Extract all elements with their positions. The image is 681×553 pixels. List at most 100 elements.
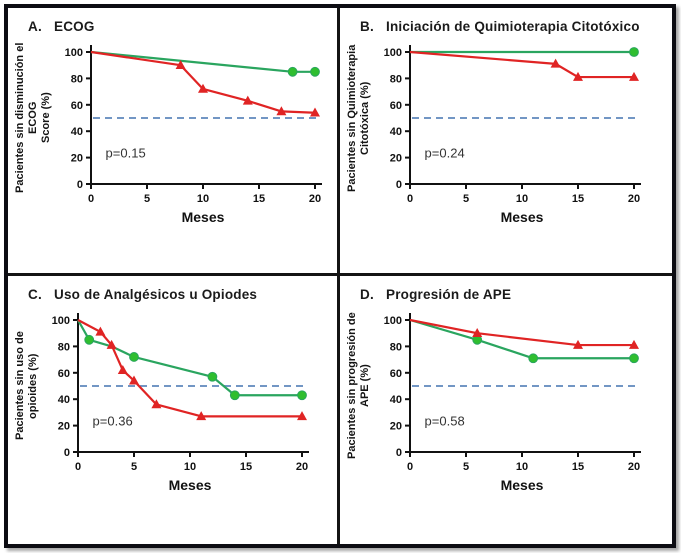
y-tick-label: 40 <box>390 126 402 138</box>
data-point-triangle <box>95 326 106 336</box>
y-tick-label: 0 <box>396 447 402 459</box>
panel-c-body: Pacientes sin uso de opioides (%) 0 20 40 6… <box>8 306 337 504</box>
y-tick-label: 80 <box>58 341 70 353</box>
panel-b-title-text: Iniciación de Quimioterapia Citotóxico <box>386 19 640 34</box>
panel-a-y-axis-label-line1: Pacientes sin disminución el ECOG <box>14 42 39 194</box>
y-tick-label: 60 <box>390 368 402 380</box>
y-tick-label: 40 <box>71 126 83 138</box>
data-point-circle <box>129 352 139 362</box>
y-tick-label: 20 <box>58 421 70 433</box>
y-tick-label: 100 <box>52 315 70 327</box>
x-tick-label: 0 <box>88 193 94 205</box>
panel-c-opioides: C. Uso de Analgésicos u Opiodes Pacientes… <box>8 276 340 544</box>
data-point-triangle <box>297 411 307 421</box>
x-tick-label: 10 <box>516 193 528 205</box>
y-tick-label: 100 <box>65 47 83 59</box>
data-point-triangle <box>310 107 320 117</box>
panel-d-ape: D. Progresión de APE Pacientes sin progre… <box>340 276 672 544</box>
x-tick-label: 5 <box>463 461 469 473</box>
data-point-triangle <box>242 95 253 105</box>
data-point-triangle <box>472 328 483 337</box>
panel-b-chart: 0 20 40 60 80 100 0 5 10 15 20 p=0.24 Meses <box>384 45 641 225</box>
panel-d-y-axis-label: Pacientes sin progresión de APE (%) <box>346 310 372 462</box>
x-tick-label: 0 <box>407 461 413 473</box>
x-tick-label: 10 <box>184 461 196 473</box>
series-line-triangle <box>90 50 316 114</box>
y-tick-label: 80 <box>390 341 402 353</box>
x-tick-label: 20 <box>628 193 640 205</box>
panel-a-title: A. ECOG <box>28 19 337 34</box>
panel-d-y-axis-label-line1: Pacientes sin progresión de APE (%) <box>346 312 371 460</box>
panel-b-quimioterapia: B. Iniciación de Quimioterapia Citotóxico… <box>340 8 672 276</box>
data-point-triangle <box>198 83 208 93</box>
y-tick-label: 60 <box>71 100 83 112</box>
x-tick-label: 15 <box>253 193 265 205</box>
y-tick-label: 100 <box>384 315 402 327</box>
y-tick-label: 100 <box>384 47 402 59</box>
series-line-triangle <box>77 319 302 418</box>
data-point-circle <box>297 390 307 401</box>
x-tick-label: 5 <box>463 193 469 205</box>
panel-c-title: C. Uso de Analgésicos u Opiodes <box>28 287 337 302</box>
p-value-label: p=0.58 <box>425 413 465 428</box>
x-axis-title: Meses <box>169 477 212 493</box>
x-tick-label: 0 <box>75 461 81 473</box>
data-point-triangle <box>151 399 162 409</box>
panel-b-title: B. Iniciación de Quimioterapia Citotóxico <box>360 19 672 34</box>
data-point-circle <box>287 66 298 77</box>
data-point-circle <box>84 334 95 345</box>
x-tick-label: 15 <box>572 193 584 205</box>
y-tick-label: 20 <box>71 153 83 165</box>
y-tick-label: 0 <box>64 447 70 459</box>
data-point-triangle <box>129 375 139 385</box>
panel-d-letter: D. <box>360 287 374 302</box>
y-tick-label: 20 <box>390 421 402 433</box>
panel-c-letter: C. <box>28 287 42 302</box>
panel-a-title-text: ECOG <box>54 19 95 34</box>
x-tick-label: 15 <box>572 461 584 473</box>
panel-c-y-axis-label: Pacientes sin uso de opioides (%) <box>14 310 40 462</box>
data-point-circle <box>310 66 320 77</box>
data-point-triangle <box>550 58 561 68</box>
panel-d-chart: 0 20 40 60 80 100 0 5 10 15 20 p=0.58 Meses <box>384 313 641 493</box>
data-point-triangle <box>175 60 186 69</box>
x-tick-label: 20 <box>296 461 308 473</box>
panel-b-y-axis-label-line2: Citotóxica (%) <box>359 81 371 155</box>
p-value-label: p=0.36 <box>93 413 133 428</box>
series-line-triangle <box>409 50 634 79</box>
y-tick-label: 80 <box>390 73 402 85</box>
panel-b-y-axis-label: Pacientes sin Quimioterapia Citotóxica (… <box>346 42 372 194</box>
panel-a-letter: A. <box>28 19 42 34</box>
series-line-triangle <box>409 318 634 347</box>
data-point-triangle <box>629 339 639 349</box>
series-line-circle <box>77 319 302 397</box>
x-tick-label: 5 <box>131 461 137 473</box>
panel-d-title: D. Progresión de APE <box>360 287 672 302</box>
panel-d-title-text: Progresión de APE <box>386 287 512 302</box>
x-tick-label: 20 <box>628 461 640 473</box>
x-tick-label: 0 <box>407 193 413 205</box>
x-axis-title: Meses <box>182 209 225 225</box>
data-point-triangle <box>573 339 583 349</box>
data-point-circle <box>207 371 218 382</box>
y-tick-label: 60 <box>390 100 402 112</box>
panel-c-chart: 0 20 40 60 80 100 0 5 10 15 20 p=0.36 Meses <box>52 313 309 493</box>
data-point-triangle <box>629 71 639 81</box>
y-tick-label: 40 <box>390 394 402 406</box>
x-axis-title: Meses <box>501 209 544 225</box>
y-tick-label: 80 <box>71 73 83 85</box>
panel-a-chart: 0 20 40 60 80 100 0 5 10 15 20 p=0.15 Meses <box>65 45 322 225</box>
p-value-label: p=0.24 <box>425 145 465 160</box>
x-tick-label: 10 <box>197 193 209 205</box>
data-point-circle <box>528 353 539 364</box>
x-tick-label: 10 <box>516 461 528 473</box>
x-tick-label: 15 <box>240 461 252 473</box>
y-tick-label: 0 <box>396 179 402 191</box>
panel-c-title-text: Uso de Analgésicos u Opiodes <box>54 287 258 302</box>
y-tick-label: 0 <box>77 179 83 191</box>
data-point-circle <box>229 390 240 401</box>
panel-a-body: Pacientes sin disminución el ECOG Score … <box>8 38 337 236</box>
y-tick-label: 40 <box>58 394 70 406</box>
panel-b-letter: B. <box>360 19 374 34</box>
four-panel-survival-figure: A. ECOG Pacientes sin disminución el ECOG… <box>4 4 676 548</box>
